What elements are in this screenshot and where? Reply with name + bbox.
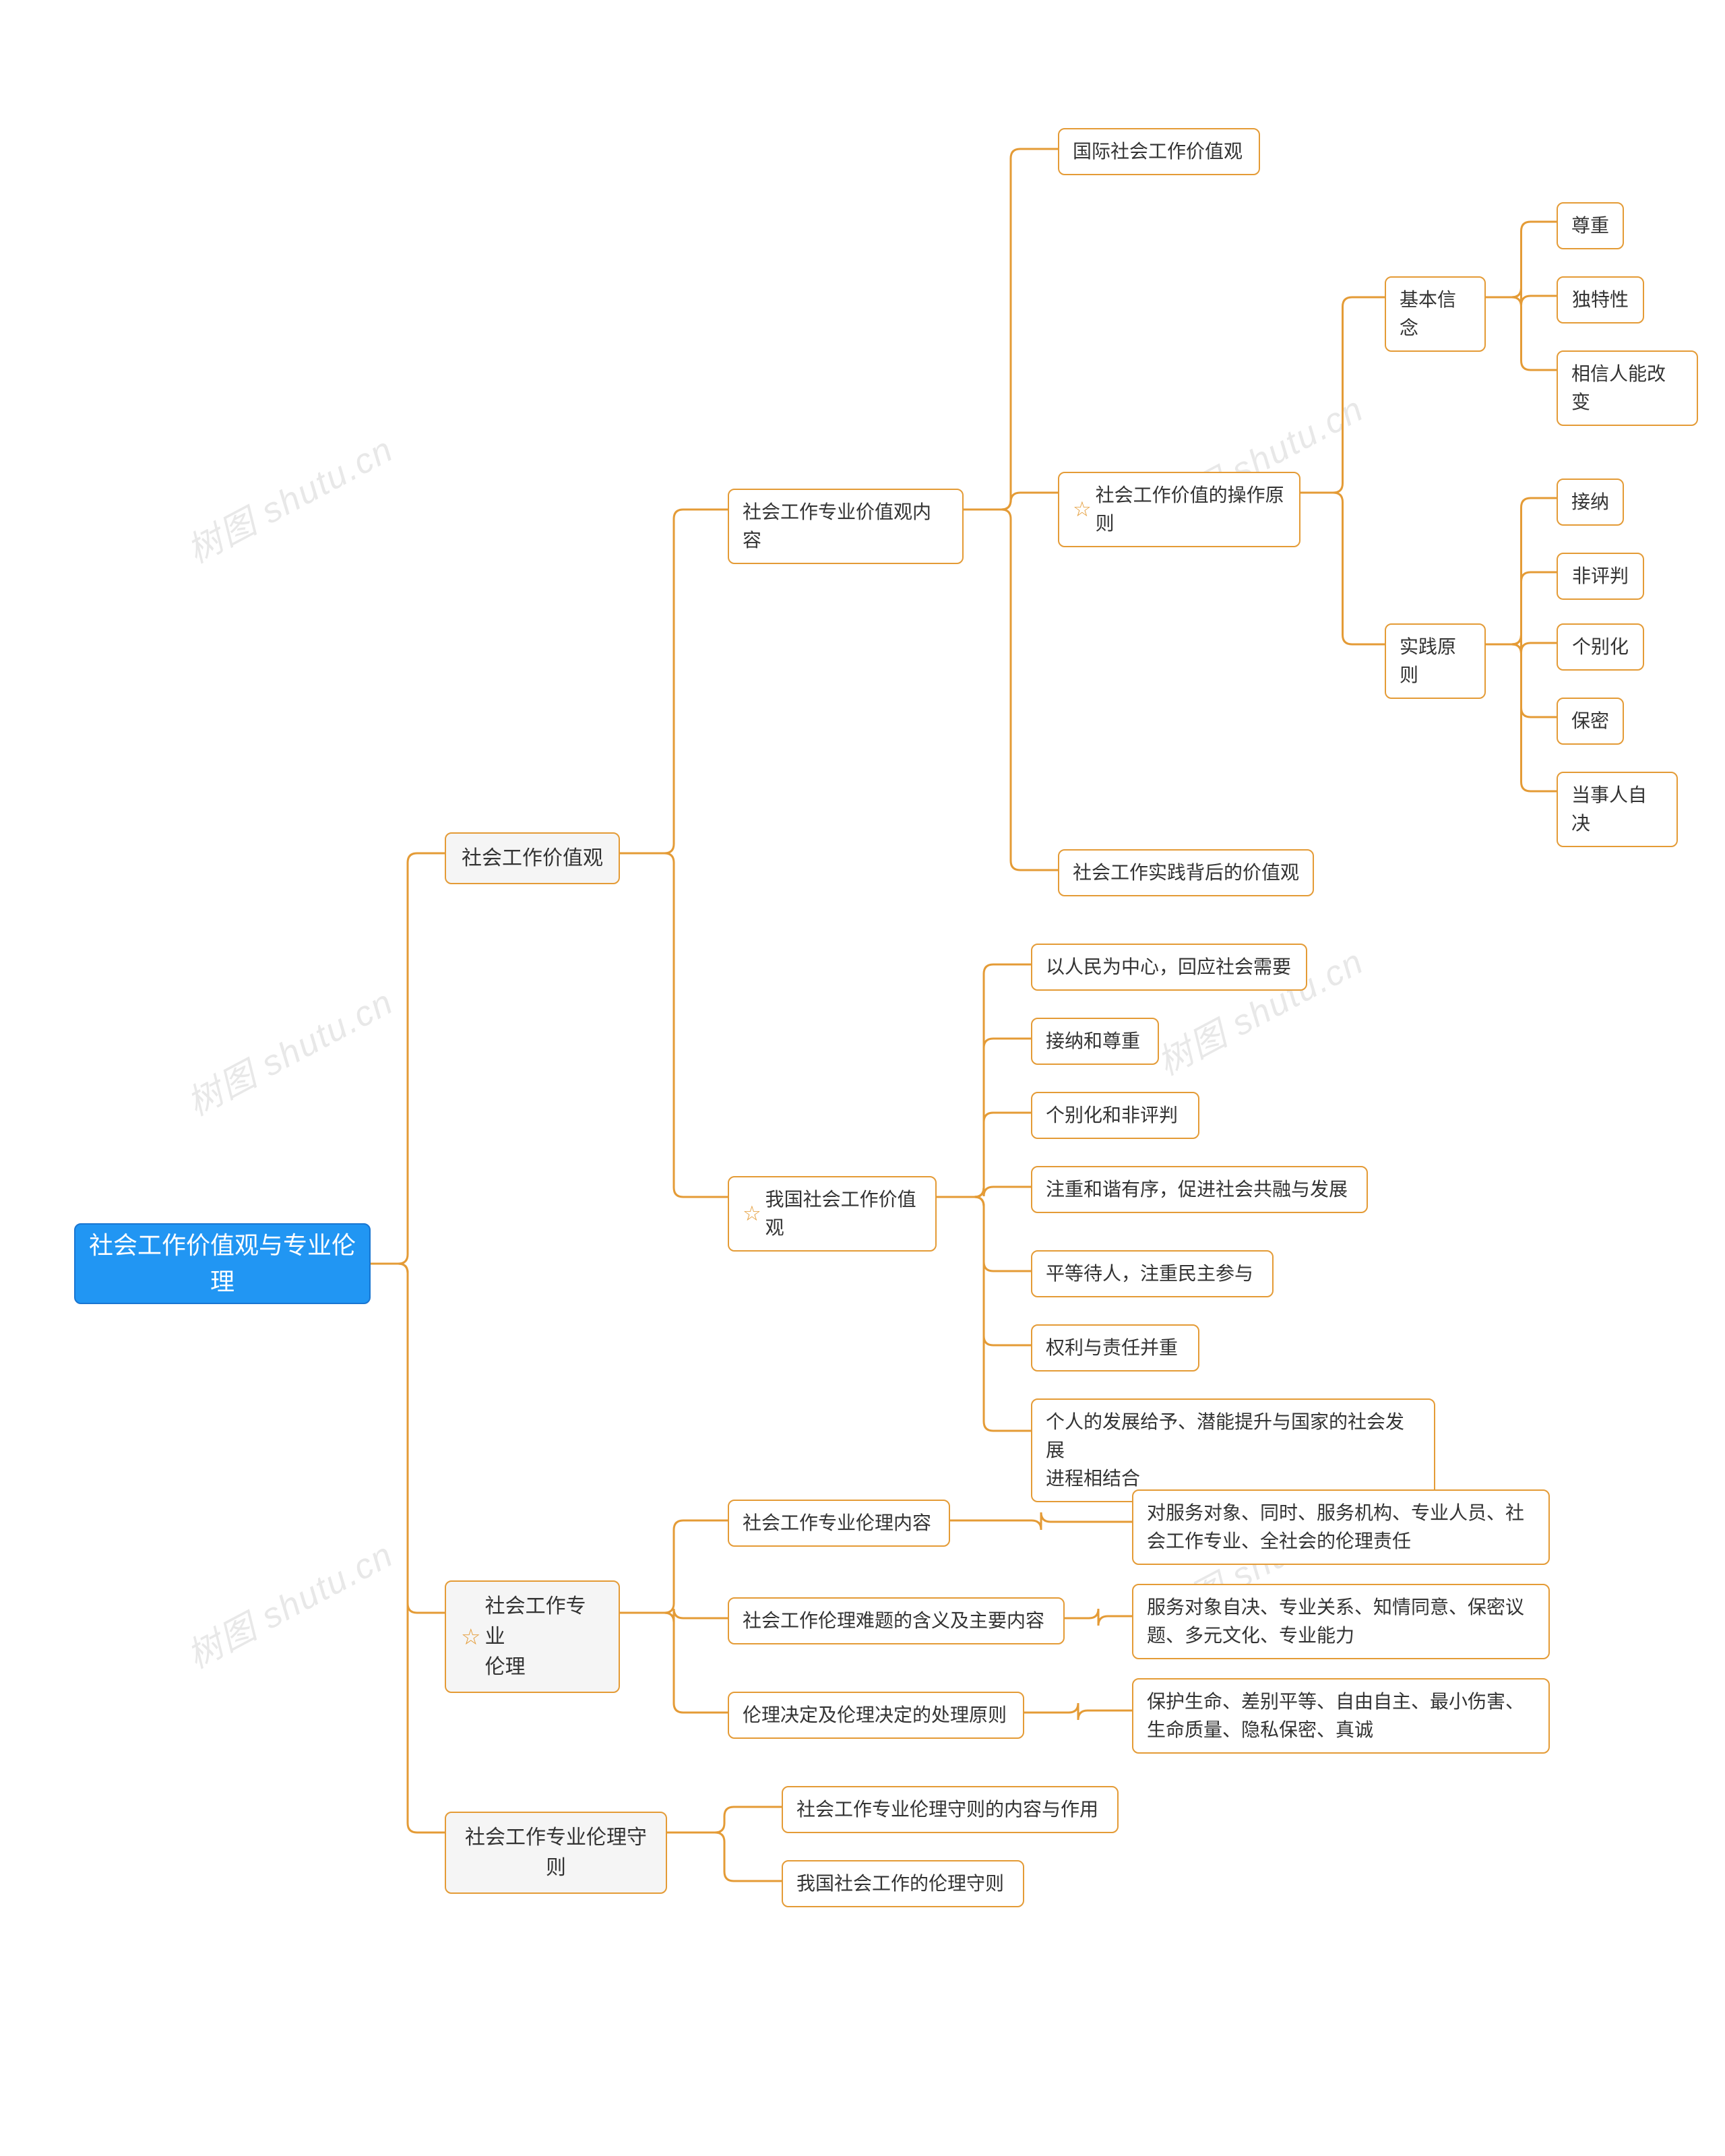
node-label: 国际社会工作价值观 <box>1073 137 1243 166</box>
leaf-xiangxin[interactable]: 相信人能改变 <box>1557 350 1698 426</box>
branch-label: 社会工作专业伦理 <box>485 1591 604 1682</box>
node-label: 接纳和尊重 <box>1046 1027 1140 1055</box>
mindmap-canvas: 树图 shutu.cn 树图 shutu.cn 树图 shutu.cn 树图 s… <box>0 0 1725 2156</box>
node-b2c1[interactable]: 保护生命、差别平等、自由自主、最小伤害、生命质量、隐私保密、真诚 <box>1132 1678 1550 1754</box>
node-b1a[interactable]: 社会工作专业价值观内容 <box>728 489 964 564</box>
node-b2a1[interactable]: 对服务对象、同时、服务机构、专业人员、社会工作专业、全社会的伦理责任 <box>1132 1489 1550 1565</box>
node-b1b1[interactable]: 以人民为中心，回应社会需要 <box>1031 944 1307 991</box>
node-b1b7[interactable]: 个人的发展给予、潜能提升与国家的社会发展进程相结合 <box>1031 1398 1435 1502</box>
node-label: 当事人自决 <box>1571 781 1663 838</box>
node-label: 注重和谐有序，促进社会共融与发展 <box>1046 1175 1348 1204</box>
star-icon: ☆ <box>743 1198 761 1229</box>
node-b2b1[interactable]: 服务对象自决、专业关系、知情同意、保密议题、多元文化、专业能力 <box>1132 1584 1550 1659</box>
node-b2a[interactable]: 社会工作专业伦理内容 <box>728 1500 950 1547</box>
node-label: 对服务对象、同时、服务机构、专业人员、社会工作专业、全社会的伦理责任 <box>1147 1499 1524 1556</box>
root-label: 社会工作价值观与专业伦理 <box>89 1227 356 1300</box>
node-label: 社会工作实践背后的价值观 <box>1073 859 1299 887</box>
node-label: 保密 <box>1571 707 1609 735</box>
node-b1b3[interactable]: 个别化和非评判 <box>1031 1092 1199 1139</box>
node-label: 我国社会工作价值观 <box>765 1185 922 1242</box>
node-b2b[interactable]: 社会工作伦理难题的含义及主要内容 <box>728 1597 1065 1644</box>
node-label: 基本信念 <box>1400 286 1471 342</box>
node-b3a[interactable]: 社会工作专业伦理守则的内容与作用 <box>782 1786 1119 1833</box>
node-label: 社会工作专业伦理守则的内容与作用 <box>796 1795 1098 1824</box>
leaf-feipingpan[interactable]: 非评判 <box>1557 553 1644 600</box>
branch-label: 社会工作专业伦理守则 <box>461 1822 651 1883</box>
node-b1b[interactable]: ☆ 我国社会工作价值观 <box>728 1176 937 1252</box>
leaf-jiena[interactable]: 接纳 <box>1557 479 1624 526</box>
node-label: 尊重 <box>1571 212 1609 240</box>
node-label: 个别化 <box>1572 633 1629 661</box>
node-b1b2[interactable]: 接纳和尊重 <box>1031 1018 1159 1065</box>
node-b1a1[interactable]: 国际社会工作价值观 <box>1058 128 1260 175</box>
node-b1b4[interactable]: 注重和谐有序，促进社会共融与发展 <box>1031 1166 1368 1213</box>
node-label: 社会工作价值的操作原则 <box>1096 481 1286 538</box>
node-label: 平等待人，注重民主参与 <box>1046 1260 1253 1288</box>
node-label: 非评判 <box>1572 562 1629 590</box>
node-b1a3[interactable]: 社会工作实践背后的价值观 <box>1058 849 1314 896</box>
node-label: 社会工作伦理难题的含义及主要内容 <box>743 1607 1044 1635</box>
star-icon: ☆ <box>1073 494 1092 525</box>
leaf-zunzhong[interactable]: 尊重 <box>1557 202 1624 249</box>
node-label: 伦理决定及伦理决定的处理原则 <box>743 1701 1007 1729</box>
node-label: 接纳 <box>1571 488 1609 516</box>
branch-ethics[interactable]: ☆ 社会工作专业伦理 <box>445 1580 620 1693</box>
branch-code[interactable]: 社会工作专业伦理守则 <box>445 1812 667 1894</box>
node-b1b5[interactable]: 平等待人，注重民主参与 <box>1031 1250 1274 1297</box>
leaf-dangshiren[interactable]: 当事人自决 <box>1557 772 1678 847</box>
node-label: 我国社会工作的伦理守则 <box>796 1870 1004 1898</box>
node-label: 社会工作专业伦理内容 <box>743 1509 931 1537</box>
leaf-baomi[interactable]: 保密 <box>1557 698 1624 745</box>
node-b2c[interactable]: 伦理决定及伦理决定的处理原则 <box>728 1692 1024 1739</box>
node-label: 相信人能改变 <box>1571 360 1683 417</box>
node-label: 独特性 <box>1572 286 1629 314</box>
star-icon: ☆ <box>461 1620 481 1654</box>
watermark: 树图 shutu.cn <box>177 421 401 572</box>
node-label: 服务对象自决、专业关系、知情同意、保密议题、多元文化、专业能力 <box>1147 1593 1524 1650</box>
watermark: 树图 shutu.cn <box>177 1527 401 1677</box>
node-label: 社会工作专业价值观内容 <box>743 498 949 555</box>
node-b1b6[interactable]: 权利与责任并重 <box>1031 1324 1199 1372</box>
node-label: 权利与责任并重 <box>1046 1334 1178 1362</box>
root-node[interactable]: 社会工作价值观与专业伦理 <box>74 1223 371 1304</box>
node-b1a2[interactable]: ☆ 社会工作价值的操作原则 <box>1058 472 1300 547</box>
node-label: 以人民为中心，回应社会需要 <box>1046 953 1291 981</box>
node-b3b[interactable]: 我国社会工作的伦理守则 <box>782 1860 1024 1907</box>
leaf-dutexing[interactable]: 独特性 <box>1557 276 1644 324</box>
branch-label: 社会工作价值观 <box>462 843 603 873</box>
node-b1a2b[interactable]: 实践原则 <box>1385 623 1486 699</box>
node-b1a2a[interactable]: 基本信念 <box>1385 276 1486 352</box>
node-label: 保护生命、差别平等、自由自主、最小伤害、生命质量、隐私保密、真诚 <box>1147 1688 1524 1744</box>
node-label: 实践原则 <box>1400 633 1471 689</box>
watermark: 树图 shutu.cn <box>177 974 401 1125</box>
node-label: 个别化和非评判 <box>1046 1101 1178 1130</box>
branch-values[interactable]: 社会工作价值观 <box>445 832 620 884</box>
node-label: 个人的发展给予、潜能提升与国家的社会发展进程相结合 <box>1046 1408 1420 1493</box>
leaf-gebiehua[interactable]: 个别化 <box>1557 623 1644 671</box>
